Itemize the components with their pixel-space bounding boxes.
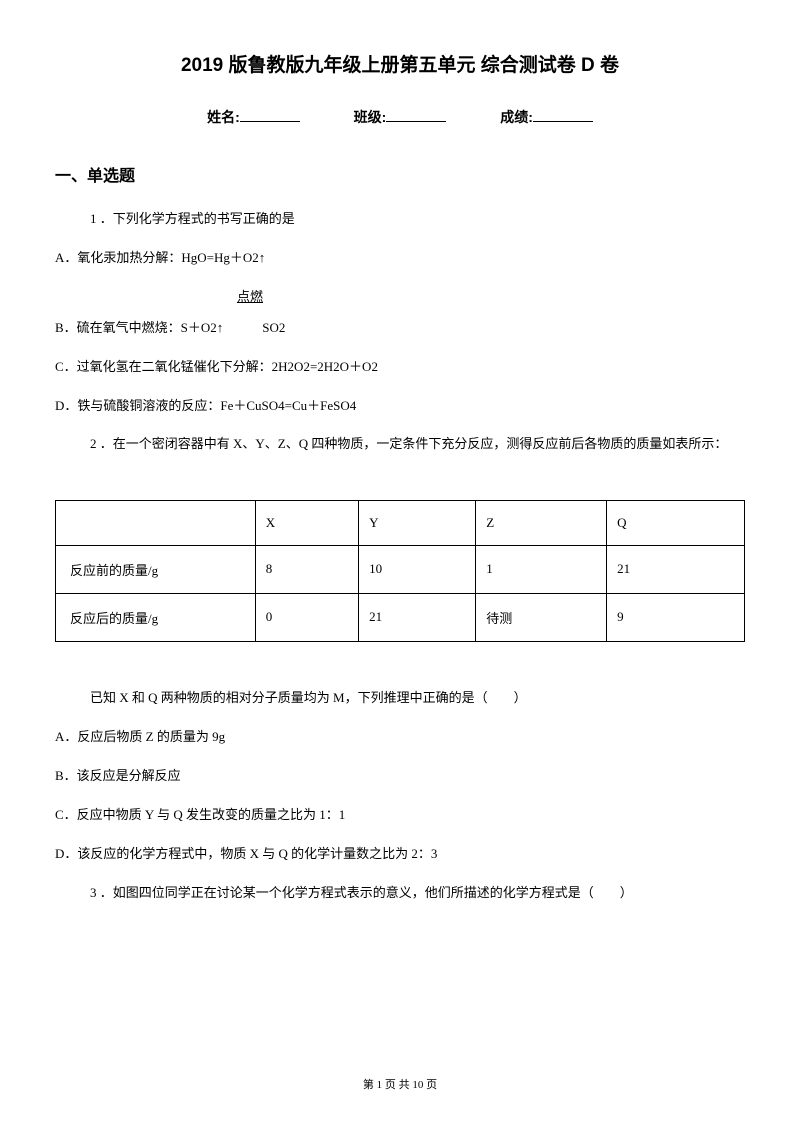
cell: 21: [359, 593, 476, 641]
table-row: 反应后的质量/g 0 21 待测 9: [56, 593, 745, 641]
cell: Z: [476, 500, 607, 545]
page-footer: 第 1 页 共 10 页: [0, 1076, 800, 1092]
table-row: 反应前的质量/g 8 10 1 21: [56, 545, 745, 593]
q2-option-a: A．反应后物质 Z 的质量为 9g: [55, 726, 745, 745]
page-title: 2019 版鲁教版九年级上册第五单元 综合测试卷 D 卷: [55, 50, 745, 77]
q1-option-a: A．氧化汞加热分解：HgO=Hg＋O2↑: [55, 247, 745, 266]
q3-intro: 3 ．如图四位同学正在讨论某一个化学方程式表示的意义，他们所描述的化学方程式是（…: [90, 882, 745, 901]
score-label: 成绩:: [500, 109, 533, 125]
cell: 21: [607, 545, 745, 593]
cell: 待测: [476, 593, 607, 641]
q2-sub: 已知 X 和 Q 两种物质的相对分子质量均为 M，下列推理中正确的是（ ）: [90, 687, 745, 706]
cell: [56, 500, 256, 545]
q2-option-b: B．该反应是分解反应: [55, 765, 745, 784]
student-info-row: 姓名: 班级: 成绩:: [55, 107, 745, 127]
score-blank: [533, 121, 593, 122]
cell: 0: [255, 593, 358, 641]
q1-fire-label: 点燃: [230, 286, 270, 305]
section-heading: 一、单选题: [55, 162, 745, 186]
cell: X: [255, 500, 358, 545]
cell: 反应前的质量/g: [56, 545, 256, 593]
q1-option-b: B．硫在氧气中燃烧：S＋O2↑ SO2: [55, 317, 745, 336]
table-row: X Y Z Q: [56, 500, 745, 545]
q2-option-d: D．该反应的化学方程式中，物质 X 与 Q 的化学计量数之比为 2：3: [55, 843, 745, 862]
q2-option-c: C．反应中物质 Y 与 Q 发生改变的质量之比为 1：1: [55, 804, 745, 823]
cell: 9: [607, 593, 745, 641]
q2-data-table: X Y Z Q 反应前的质量/g 8 10 1 21 反应后的质量/g 0 21…: [55, 500, 745, 642]
class-blank: [386, 121, 446, 122]
cell: Y: [359, 500, 476, 545]
cell: Q: [607, 500, 745, 545]
q2-intro: 2 ．在一个密闭容器中有 X、Y、Z、Q 四种物质，一定条件下充分反应，测得反应…: [90, 434, 745, 455]
class-label: 班级:: [354, 109, 387, 125]
cell: 8: [255, 545, 358, 593]
cell: 10: [359, 545, 476, 593]
q1-option-c: C．过氧化氢在二氧化锰催化下分解：2H2O2=2H2O＋O2: [55, 356, 745, 375]
q1-option-d: D．铁与硫酸铜溶液的反应：Fe＋CuSO4=Cu＋FeSO4: [55, 395, 745, 414]
name-blank: [240, 121, 300, 122]
q1-intro: 1 ．下列化学方程式的书写正确的是: [90, 208, 745, 227]
name-label: 姓名:: [207, 109, 240, 125]
cell: 反应后的质量/g: [56, 593, 256, 641]
cell: 1: [476, 545, 607, 593]
